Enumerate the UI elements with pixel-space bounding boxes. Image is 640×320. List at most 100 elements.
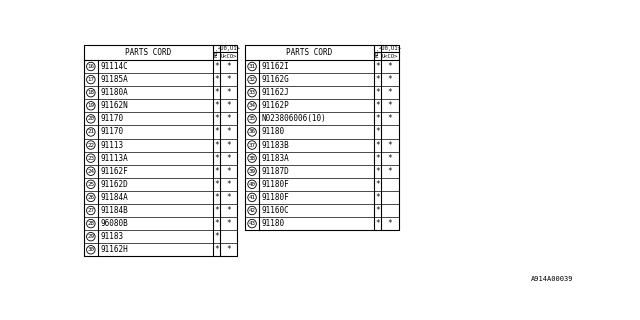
Text: 91180: 91180 (261, 127, 284, 136)
Text: 91183B: 91183B (261, 140, 289, 149)
Text: *: * (375, 167, 380, 176)
Text: *: * (227, 101, 231, 110)
Text: *: * (375, 193, 380, 202)
Text: *: * (227, 140, 231, 149)
Text: *: * (375, 206, 380, 215)
Text: *: * (375, 180, 380, 189)
Text: 91160C: 91160C (261, 206, 289, 215)
Text: 20: 20 (87, 116, 94, 121)
Text: 91180A: 91180A (100, 88, 128, 97)
Text: *: * (375, 127, 380, 136)
Text: 21: 21 (87, 130, 94, 134)
Text: 42: 42 (248, 208, 255, 213)
Text: 91162N: 91162N (100, 101, 128, 110)
Text: 91180F: 91180F (261, 180, 289, 189)
Text: *: * (388, 101, 392, 110)
Text: 28: 28 (87, 221, 94, 226)
Text: 40: 40 (248, 182, 255, 187)
Text: 19: 19 (87, 103, 94, 108)
Text: *: * (375, 154, 380, 163)
Text: *: * (375, 140, 380, 149)
Text: *: * (388, 75, 392, 84)
Text: No.: No. (214, 47, 219, 57)
Text: 25: 25 (87, 182, 94, 187)
Text: PARTS CORD: PARTS CORD (125, 48, 172, 57)
Text: *: * (388, 167, 392, 176)
Text: 22: 22 (87, 142, 94, 148)
Text: 91113A: 91113A (100, 154, 128, 163)
Text: 30: 30 (87, 247, 94, 252)
Text: 91180: 91180 (261, 219, 284, 228)
Text: *: * (375, 88, 380, 97)
Text: 29: 29 (87, 234, 94, 239)
Text: *: * (227, 75, 231, 84)
Text: 41: 41 (248, 195, 255, 200)
Text: *: * (227, 114, 231, 124)
Text: 38: 38 (248, 156, 255, 161)
Text: 36: 36 (248, 130, 255, 134)
Text: 43: 43 (248, 221, 255, 226)
Text: 91113: 91113 (100, 140, 124, 149)
Text: *: * (388, 154, 392, 163)
Text: *: * (227, 206, 231, 215)
Text: 91162J: 91162J (261, 88, 289, 97)
Text: *: * (388, 88, 392, 97)
Text: 91162P: 91162P (261, 101, 289, 110)
Text: *: * (375, 75, 380, 84)
Text: 32: 32 (248, 77, 255, 82)
Text: *: * (214, 114, 219, 124)
Text: *: * (227, 88, 231, 97)
Bar (84, 44, 237, 256)
Text: 91162H: 91162H (100, 245, 128, 254)
Text: 96080B: 96080B (100, 219, 128, 228)
Text: *: * (214, 127, 219, 136)
Text: 18: 18 (87, 90, 94, 95)
Text: 35: 35 (248, 116, 255, 121)
Text: 27: 27 (87, 208, 94, 213)
Text: 16: 16 (87, 64, 94, 69)
Text: *: * (214, 206, 219, 215)
Text: 91162F: 91162F (100, 167, 128, 176)
Text: 91162D: 91162D (100, 180, 128, 189)
Text: *: * (227, 245, 231, 254)
Text: 39: 39 (248, 169, 255, 174)
Text: *: * (388, 140, 392, 149)
Text: 31: 31 (248, 64, 255, 69)
Text: 17: 17 (87, 77, 94, 82)
Text: *: * (388, 114, 392, 124)
Text: *: * (388, 219, 392, 228)
Text: *: * (227, 62, 231, 71)
Text: *: * (227, 193, 231, 202)
Text: *: * (227, 167, 231, 176)
Text: U<CO>: U<CO> (221, 54, 237, 59)
Text: *: * (214, 62, 219, 71)
Text: 91114C: 91114C (100, 62, 128, 71)
Text: *: * (214, 167, 219, 176)
Text: 91170: 91170 (100, 114, 124, 124)
Text: 91184B: 91184B (100, 206, 128, 215)
Text: 91187D: 91187D (261, 167, 289, 176)
Text: <U0,U1>: <U0,U1> (379, 46, 401, 51)
Text: *: * (388, 62, 392, 71)
Text: *: * (227, 180, 231, 189)
Text: *: * (214, 140, 219, 149)
Text: 34: 34 (248, 103, 255, 108)
Text: 91183: 91183 (100, 232, 124, 241)
Text: N023806006(10): N023806006(10) (261, 114, 326, 124)
Text: <U0,U1>: <U0,U1> (218, 46, 240, 51)
Text: *: * (227, 127, 231, 136)
Text: 91180F: 91180F (261, 193, 289, 202)
Text: *: * (214, 245, 219, 254)
Text: No.: No. (375, 47, 380, 57)
Text: 91170: 91170 (100, 127, 124, 136)
Text: 37: 37 (248, 142, 255, 148)
Text: *: * (214, 193, 219, 202)
Text: *: * (375, 114, 380, 124)
Text: 91184A: 91184A (100, 193, 128, 202)
Text: *: * (375, 101, 380, 110)
Text: *: * (214, 75, 219, 84)
Text: 23: 23 (87, 156, 94, 161)
Bar (245, 44, 399, 230)
Text: *: * (214, 180, 219, 189)
Text: 91162G: 91162G (261, 75, 289, 84)
